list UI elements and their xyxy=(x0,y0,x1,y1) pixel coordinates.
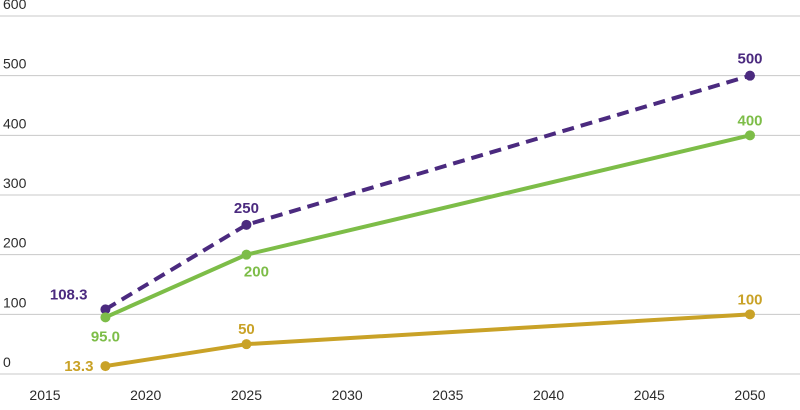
series-line-2 xyxy=(105,312,751,369)
data-point xyxy=(745,309,755,320)
y-tick-label: 200 xyxy=(3,235,27,251)
data-label: 100 xyxy=(737,291,762,308)
y-tick-label: 400 xyxy=(3,115,27,131)
y-tick-label: 300 xyxy=(3,175,27,191)
series-line-0 xyxy=(104,73,751,312)
data-label: 400 xyxy=(737,112,762,129)
data-label: 250 xyxy=(234,200,259,217)
data-labels: 108.3 250 500 95.0 200 400 13.3 50 100 xyxy=(50,51,763,375)
series-line-1 xyxy=(104,133,751,320)
data-point xyxy=(100,304,111,315)
data-point xyxy=(745,70,755,81)
data-point xyxy=(100,361,111,372)
data-label: 500 xyxy=(737,51,762,68)
y-tick-label: 100 xyxy=(3,294,27,310)
data-point xyxy=(241,339,252,350)
x-tick-label: 2050 xyxy=(734,387,765,403)
data-point xyxy=(241,219,252,230)
x-tick-label: 2030 xyxy=(332,387,363,403)
y-tick-label: 600 xyxy=(3,0,27,12)
y-tick-label: 500 xyxy=(3,56,27,72)
data-point xyxy=(745,130,755,141)
x-axis-tick-labels: 2015 2020 2025 2030 2035 2040 2045 2050 xyxy=(29,387,765,403)
data-label: 50 xyxy=(238,321,255,338)
y-tick-label: 0 xyxy=(3,354,11,370)
x-tick-label: 2020 xyxy=(130,387,161,403)
series-lines xyxy=(104,73,751,369)
data-label: 108.3 xyxy=(50,286,88,303)
data-label: 13.3 xyxy=(64,358,93,375)
x-tick-label: 2025 xyxy=(231,387,262,403)
gridlines xyxy=(0,15,800,375)
data-label: 200 xyxy=(244,264,269,281)
data-points xyxy=(100,70,755,372)
x-tick-label: 2045 xyxy=(634,387,665,403)
x-tick-label: 2040 xyxy=(533,387,564,403)
y-axis-tick-labels: 0 100 200 300 400 500 600 xyxy=(3,0,27,370)
data-point xyxy=(241,249,252,260)
x-tick-label: 2035 xyxy=(432,387,463,403)
data-label: 95.0 xyxy=(91,328,120,345)
x-tick-label: 2015 xyxy=(29,387,60,403)
data-point xyxy=(100,312,111,323)
